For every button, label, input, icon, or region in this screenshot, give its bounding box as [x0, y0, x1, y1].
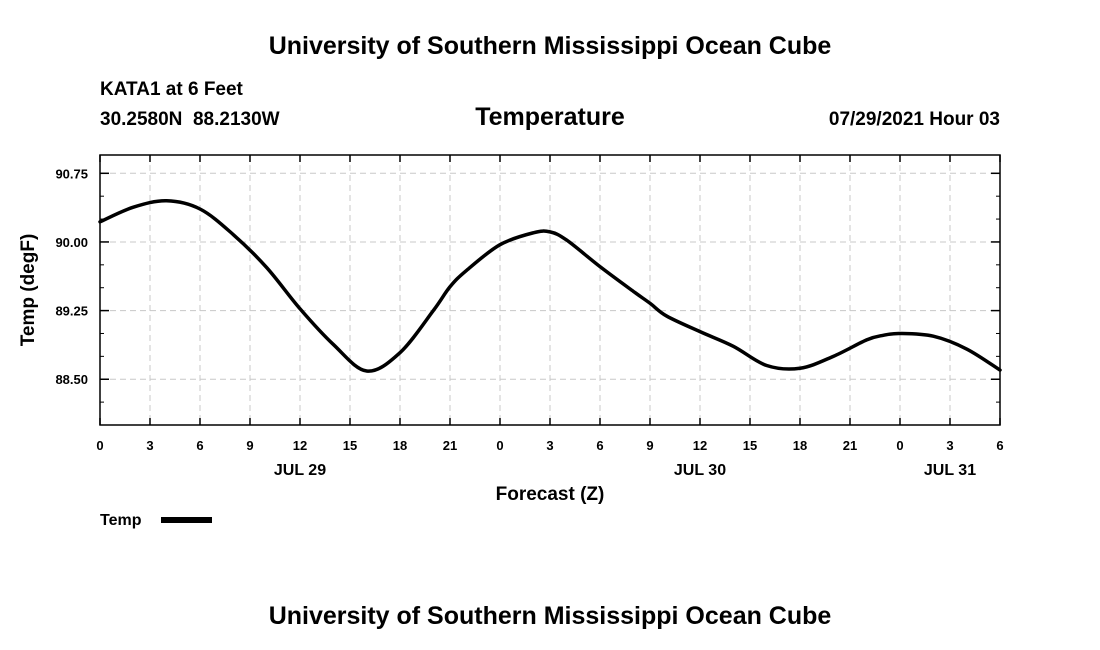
coords-label: 30.2580N 88.2130W: [100, 109, 280, 130]
x-tick-label: 6: [996, 438, 1003, 453]
x-tick-label: 18: [393, 438, 407, 453]
x-axis: 0 3 6 9 12 15 18 21 0 3 6 9 12 15 18 21 0 3 6: [96, 155, 1004, 453]
date-labels: JUL 29 JUL 30 JUL 31: [274, 462, 976, 479]
x-tick-label: 6: [196, 438, 203, 453]
y-tick-label: 90.75: [55, 166, 88, 181]
x-tick-label: 18: [793, 438, 807, 453]
x-tick-label: 3: [146, 438, 153, 453]
date-label: JUL 30: [674, 462, 726, 479]
x-tick-label: 12: [693, 438, 707, 453]
variable-title: Temperature: [475, 103, 625, 131]
x-tick-label: 15: [743, 438, 757, 453]
x-tick-label: 21: [443, 438, 457, 453]
series-line-temp: [98, 199, 1002, 373]
date-label: JUL 29: [274, 462, 326, 479]
x-tick-label: 6: [596, 438, 603, 453]
legend-label: Temp: [100, 512, 142, 529]
y-axis-title: Temp (degF): [18, 234, 39, 347]
x-tick-label: 0: [496, 438, 503, 453]
x-tick-label: 0: [896, 438, 903, 453]
x-tick-label: 0: [96, 438, 103, 453]
date-label: JUL 31: [924, 462, 976, 479]
x-tick-label: 9: [246, 438, 253, 453]
station-label: KATA1 at 6 Feet: [100, 79, 244, 100]
y-tick-label: 88.50: [55, 372, 88, 387]
y-tick-label: 90.00: [55, 235, 88, 250]
x-axis-title: Forecast (Z): [496, 484, 605, 505]
grid: [100, 155, 1000, 425]
x-tick-label: 15: [343, 438, 357, 453]
chart-title-top: University of Southern Mississippi Ocean…: [269, 32, 832, 60]
chart-title-bottom: University of Southern Mississippi Ocean…: [269, 602, 832, 630]
x-tick-label: 9: [646, 438, 653, 453]
y-tick-label: 89.25: [55, 304, 88, 319]
x-tick-label: 12: [293, 438, 307, 453]
series: [98, 199, 1002, 373]
y-axis: 88.50 89.25 90.00 90.75: [55, 166, 1000, 426]
timestamp-label: 07/29/2021 Hour 03: [829, 109, 1000, 130]
x-tick-label: 3: [946, 438, 953, 453]
x-tick-label: 21: [843, 438, 857, 453]
legend: Temp: [100, 512, 212, 529]
x-tick-label: 3: [546, 438, 553, 453]
